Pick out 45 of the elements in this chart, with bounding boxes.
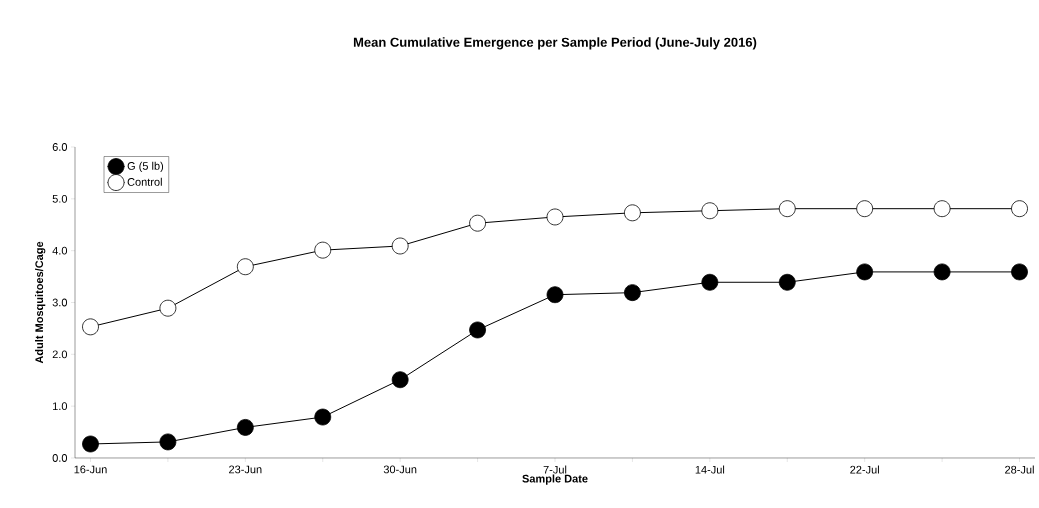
point: [546, 286, 564, 304]
y-tick-label: 2.0: [52, 350, 68, 359]
point: [546, 208, 564, 226]
point: [469, 321, 486, 339]
y-tick-label: 4.0: [52, 246, 68, 255]
point: [82, 318, 99, 336]
x-tick-label: 14-Jul: [695, 465, 725, 474]
x-axis-title: Sample Date: [522, 474, 588, 485]
x-tick-label: 23-Jun: [229, 465, 262, 474]
point: [391, 237, 409, 255]
point: [469, 214, 486, 232]
legend-label: Control: [127, 177, 162, 186]
y-tick-label: 5.0: [52, 194, 68, 203]
chart-title: Mean Cumulative Emergence per Sample Period (June-July 2016): [353, 37, 757, 50]
point: [159, 433, 177, 451]
x-tick-label: 7-Jul: [543, 465, 567, 474]
point: [778, 273, 796, 291]
x-tick-label: 16-Jun: [74, 465, 107, 474]
point: [856, 263, 874, 281]
point: [1011, 263, 1028, 281]
legend-label: G (5 lb): [127, 161, 164, 173]
point: [933, 263, 951, 281]
x-tick-label: 28-Jul: [1005, 465, 1034, 474]
y-tick-label: 6.0: [52, 143, 68, 151]
point: [391, 371, 409, 389]
x-tick-label: 30-Jun: [383, 465, 417, 474]
y-tick-label: 0.0: [52, 454, 68, 462]
point: [624, 284, 641, 302]
point: [82, 435, 99, 453]
point: [778, 200, 796, 218]
y-tick-label: 3.0: [52, 298, 68, 307]
point: [856, 200, 874, 218]
y-axis-title: Adult Mosquitoes/Cage: [35, 241, 46, 364]
point: [1011, 200, 1028, 218]
point: [701, 273, 719, 291]
x-tick-label: 22-Jul: [850, 465, 879, 474]
point: [236, 419, 254, 436]
point: [624, 204, 641, 222]
point: [159, 299, 177, 317]
point: [314, 408, 332, 426]
point: [314, 241, 332, 259]
point: [236, 258, 254, 276]
point: [933, 200, 951, 218]
y-tick-label: 1.0: [53, 402, 68, 411]
point: [701, 202, 719, 220]
